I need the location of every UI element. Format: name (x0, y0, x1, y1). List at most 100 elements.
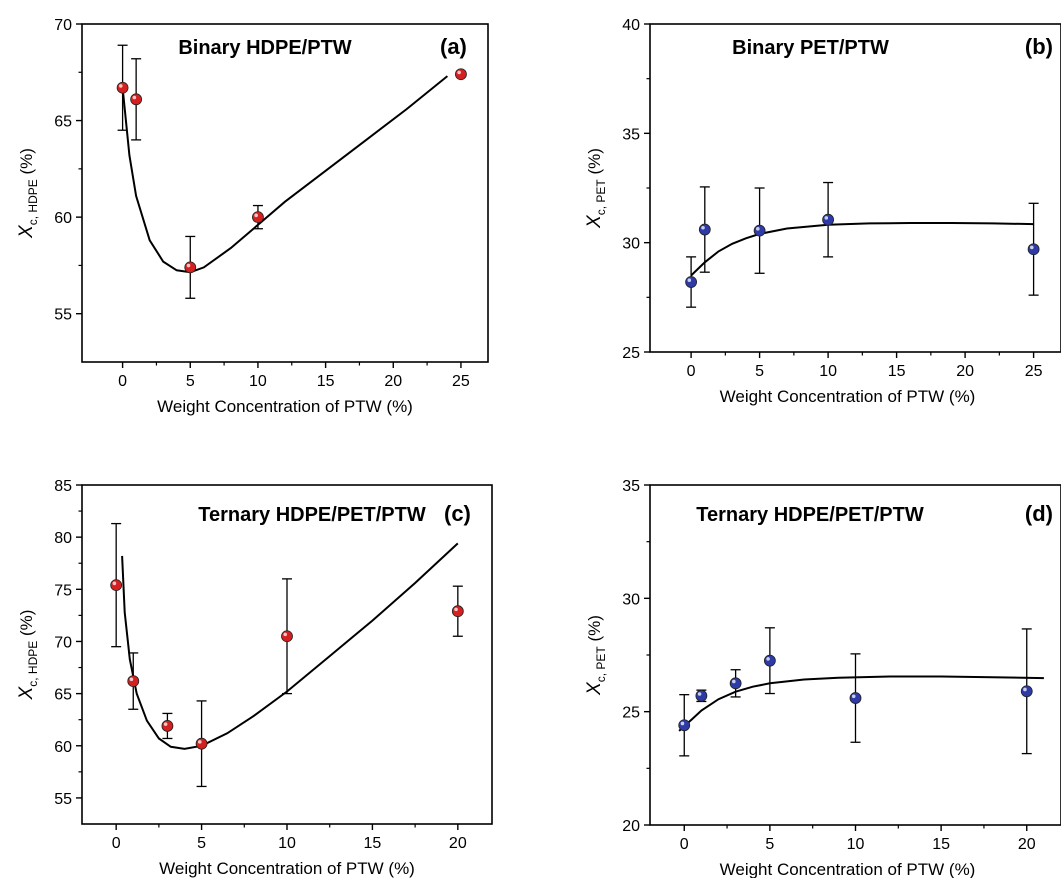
data-point-highlight (254, 213, 258, 218)
panel-letter: (a) (440, 34, 467, 59)
x-tick-label: 20 (956, 363, 974, 380)
data-point (252, 211, 264, 224)
y-tick-label: 55 (54, 307, 72, 324)
y-axis-label-subscript: c, HDPE (26, 179, 40, 225)
y-axis-label-symbol: X (16, 685, 37, 700)
data-point-highlight (680, 721, 685, 726)
y-tick-label: 25 (622, 705, 640, 722)
y-tick-label: 20 (622, 818, 640, 835)
data-point (127, 675, 140, 687)
y-tick-label: 65 (54, 687, 72, 704)
y-axis-label-symbol: X (16, 224, 37, 239)
fit-curve (121, 75, 449, 274)
x-tick-label: 5 (755, 363, 764, 380)
y-tick-label: 70 (54, 634, 72, 651)
y-tick-label: 40 (622, 17, 640, 34)
data-point (451, 605, 464, 618)
data-point (729, 677, 742, 690)
x-tick-label: 20 (1018, 836, 1036, 853)
y-tick-label: 65 (54, 114, 72, 131)
y-tick-label: 35 (622, 478, 640, 495)
x-tick-label: 20 (449, 835, 467, 852)
data-point-highlight (824, 216, 829, 220)
data-point-highlight (766, 657, 770, 661)
data-point (130, 93, 143, 106)
data-point-highlight (756, 227, 760, 231)
data-point (849, 692, 862, 704)
x-axis-label: Weight Concentration of PTW (%) (720, 860, 976, 878)
x-tick-label: 0 (687, 363, 696, 380)
panel-letter: (c) (444, 501, 471, 526)
x-tick-label: 0 (680, 836, 689, 853)
panel-title: Binary HDPE/PTW (178, 37, 351, 59)
data-point-highlight (112, 581, 117, 586)
data-point (195, 737, 208, 750)
data-point-highlight (732, 679, 736, 684)
y-axis-label-unit: (%) (585, 148, 604, 179)
x-axis-label: Weight Concentration of PTW (%) (157, 397, 413, 416)
fit-curve (690, 222, 1034, 277)
x-tick-label: 25 (1025, 363, 1043, 380)
data-point (1020, 685, 1033, 698)
y-tick-label: 25 (622, 345, 640, 362)
panel-title: Binary PET/PTW (732, 37, 889, 59)
y-tick-label: 80 (54, 530, 72, 547)
y-axis-label-unit: (%) (17, 610, 36, 641)
data-point (822, 213, 834, 226)
y-axis-label-symbol: X (584, 214, 605, 229)
data-point (281, 630, 293, 643)
x-tick-label: 15 (888, 363, 906, 380)
x-axis-label: Weight Concentration of PTW (%) (720, 387, 976, 406)
data-point (698, 223, 711, 236)
x-tick-label: 25 (452, 373, 470, 390)
panel-letter: (b) (1025, 34, 1053, 59)
chart-panel-4: 0 5 10 15 20 20 25 30 35 Weight Concentration of … (584, 478, 1061, 878)
data-point-highlight (132, 95, 137, 100)
chart-panel-2: 0 5 10 15 20 25 25 30 35 40 Weight Concentration o… (584, 17, 1061, 406)
y-axis-label: Xc, HDPE (%) (16, 148, 40, 239)
chart-panel-1: 0 5 10 15 20 25 55 60 65 70 Weight Concentration o… (16, 17, 489, 416)
x-tick-label: 0 (112, 835, 121, 852)
plot-frame (649, 23, 1061, 353)
panel-letter: (d) (1025, 501, 1053, 526)
y-tick-label: 30 (622, 236, 640, 253)
x-tick-label: 20 (384, 373, 402, 390)
data-point (763, 654, 776, 667)
y-axis-label: Xc, PET (%) (584, 148, 608, 229)
x-tick-label: 5 (186, 373, 195, 390)
x-axis-label: Weight Concentration of PTW (%) (159, 859, 415, 878)
x-tick-label: 0 (118, 373, 127, 390)
y-tick-label: 85 (54, 478, 72, 495)
x-tick-label: 5 (765, 836, 774, 853)
x-tick-label: 15 (317, 373, 335, 390)
data-point (184, 261, 197, 274)
data-point-highlight (687, 278, 692, 283)
panel-title: Ternary HDPE/PET/PTW (198, 504, 426, 526)
x-tick-label: 10 (278, 835, 296, 852)
data-point-highlight (701, 225, 705, 230)
x-tick-label: 10 (819, 363, 837, 380)
y-axis-label: Xc, PET (%) (584, 615, 608, 696)
x-tick-label: 10 (249, 373, 267, 390)
data-point-highlight (697, 692, 702, 696)
data-point (685, 276, 697, 288)
data-point-highlight (129, 677, 134, 682)
y-axis-label-subscript: c, PET (594, 179, 608, 216)
data-point (116, 81, 129, 94)
data-point (678, 719, 691, 732)
data-point-highlight (119, 84, 123, 88)
y-axis-label-unit: (%) (585, 615, 604, 646)
data-point-highlight (283, 632, 288, 637)
data-point (455, 68, 467, 81)
data-point (110, 579, 123, 592)
data-point (1027, 243, 1040, 256)
y-axis-label-symbol: X (584, 681, 605, 696)
y-tick-label: 75 (54, 582, 72, 599)
y-axis-label-unit: (%) (17, 148, 36, 179)
x-tick-label: 5 (197, 835, 206, 852)
fit-curve (121, 542, 459, 750)
y-tick-label: 70 (54, 17, 72, 34)
chart-panel-3: 0 5 10 15 20 55 60 65 70 75 80 85 Weight Concentrati… (16, 478, 493, 878)
data-point-highlight (457, 70, 461, 75)
